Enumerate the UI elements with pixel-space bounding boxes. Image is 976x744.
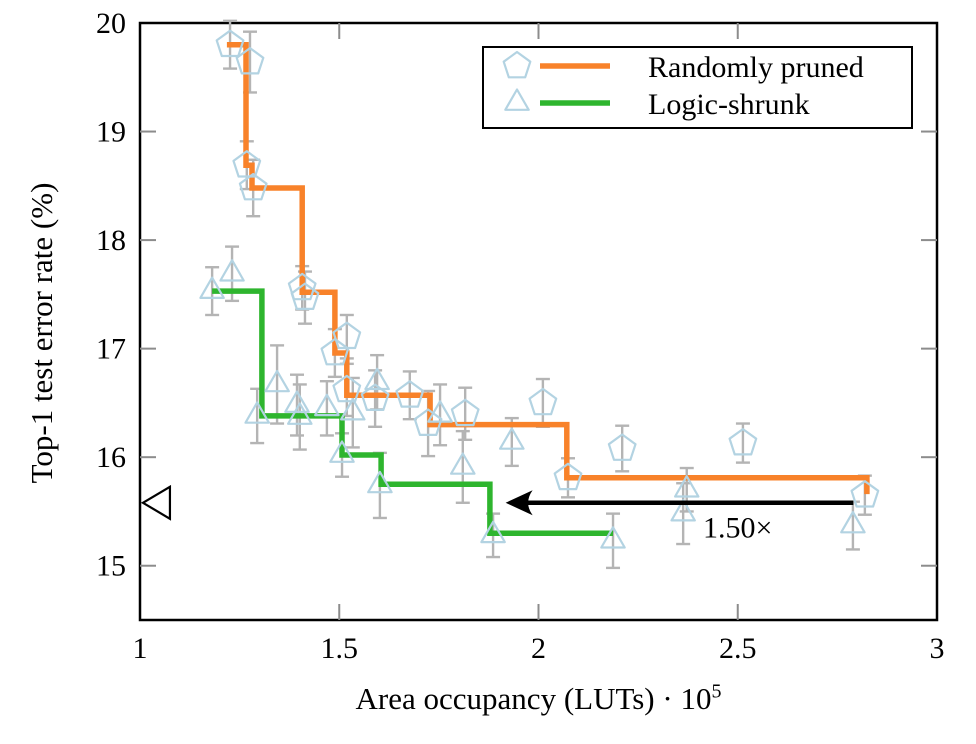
triangle-marker [427, 400, 453, 423]
triangle-marker [284, 390, 310, 413]
pentagon-marker [850, 480, 880, 508]
triangle-marker [314, 393, 340, 417]
pentagon-marker [413, 408, 443, 436]
reduction-arrowhead [505, 490, 533, 516]
triangle-marker [244, 401, 270, 424]
y-tick-label: 20 [96, 7, 126, 40]
legend-label-logic-shrunk: Logic-shrunk [648, 88, 810, 121]
pentagon-marker [232, 150, 262, 178]
pentagon-marker [528, 387, 558, 416]
y-tick-label: 17 [96, 333, 126, 366]
legend-box [482, 46, 913, 129]
legend-label-randomly-pruned: Randomly pruned [648, 51, 864, 84]
triangle-marker [264, 369, 290, 393]
pentagon-marker [332, 374, 362, 403]
x-tick-label: 2.5 [719, 632, 757, 665]
y-tick-label: 16 [96, 441, 126, 474]
pentagon-marker [450, 398, 480, 427]
pentagon-marker [553, 462, 583, 491]
x-axis-label-text: Area occupancy (LUTs) · 10 [355, 681, 712, 716]
pentagon-marker [728, 428, 758, 456]
reduction-label: 1.50× [703, 512, 772, 545]
legend-triangle-icon [504, 88, 530, 111]
pentagon-marker [287, 272, 317, 301]
pentagon-marker [235, 46, 265, 75]
triangle-marker [287, 402, 313, 425]
pentagon-marker [395, 380, 425, 408]
triangle-marker [600, 526, 626, 549]
pentagon-marker [320, 337, 350, 366]
triangle-marker [367, 470, 393, 494]
x-tick-label: 3 [930, 632, 945, 665]
triangle-marker [364, 367, 390, 391]
x-tick-label: 1.5 [321, 632, 359, 665]
pentagon-marker [360, 383, 390, 411]
pentagon-marker [238, 172, 268, 201]
triangle-marker [670, 499, 696, 522]
pentagon-marker [215, 29, 245, 58]
x-tick-label: 1 [133, 632, 148, 665]
triangle-marker [199, 276, 225, 299]
frontier-line-logic-shrunk [212, 288, 613, 536]
baseline-marker [140, 484, 172, 521]
pentagon-marker [290, 282, 320, 310]
y-tick-label: 18 [96, 224, 126, 257]
y-tick-label: 15 [96, 550, 126, 583]
triangle-marker [340, 398, 366, 421]
pentagon-marker [607, 433, 637, 461]
x-tick-label: 2 [531, 632, 546, 665]
triangle-marker [673, 475, 700, 498]
legend-pentagon-icon [502, 50, 532, 79]
triangle-marker [329, 440, 355, 463]
triangle-marker [450, 452, 476, 475]
triangle-marker [480, 520, 506, 544]
y-tick-label: 19 [96, 116, 126, 149]
x-axis-label-superscript: 5 [711, 680, 722, 703]
y-axis-label: Top-1 test error rate (%) [24, 182, 59, 484]
triangle-marker [840, 510, 866, 534]
x-axis-label: Area occupancy (LUTs) · 105 [140, 681, 937, 717]
frontier-line-randomly-pruned [226, 41, 870, 495]
triangle-marker [499, 427, 525, 450]
triangle-marker [219, 259, 245, 282]
